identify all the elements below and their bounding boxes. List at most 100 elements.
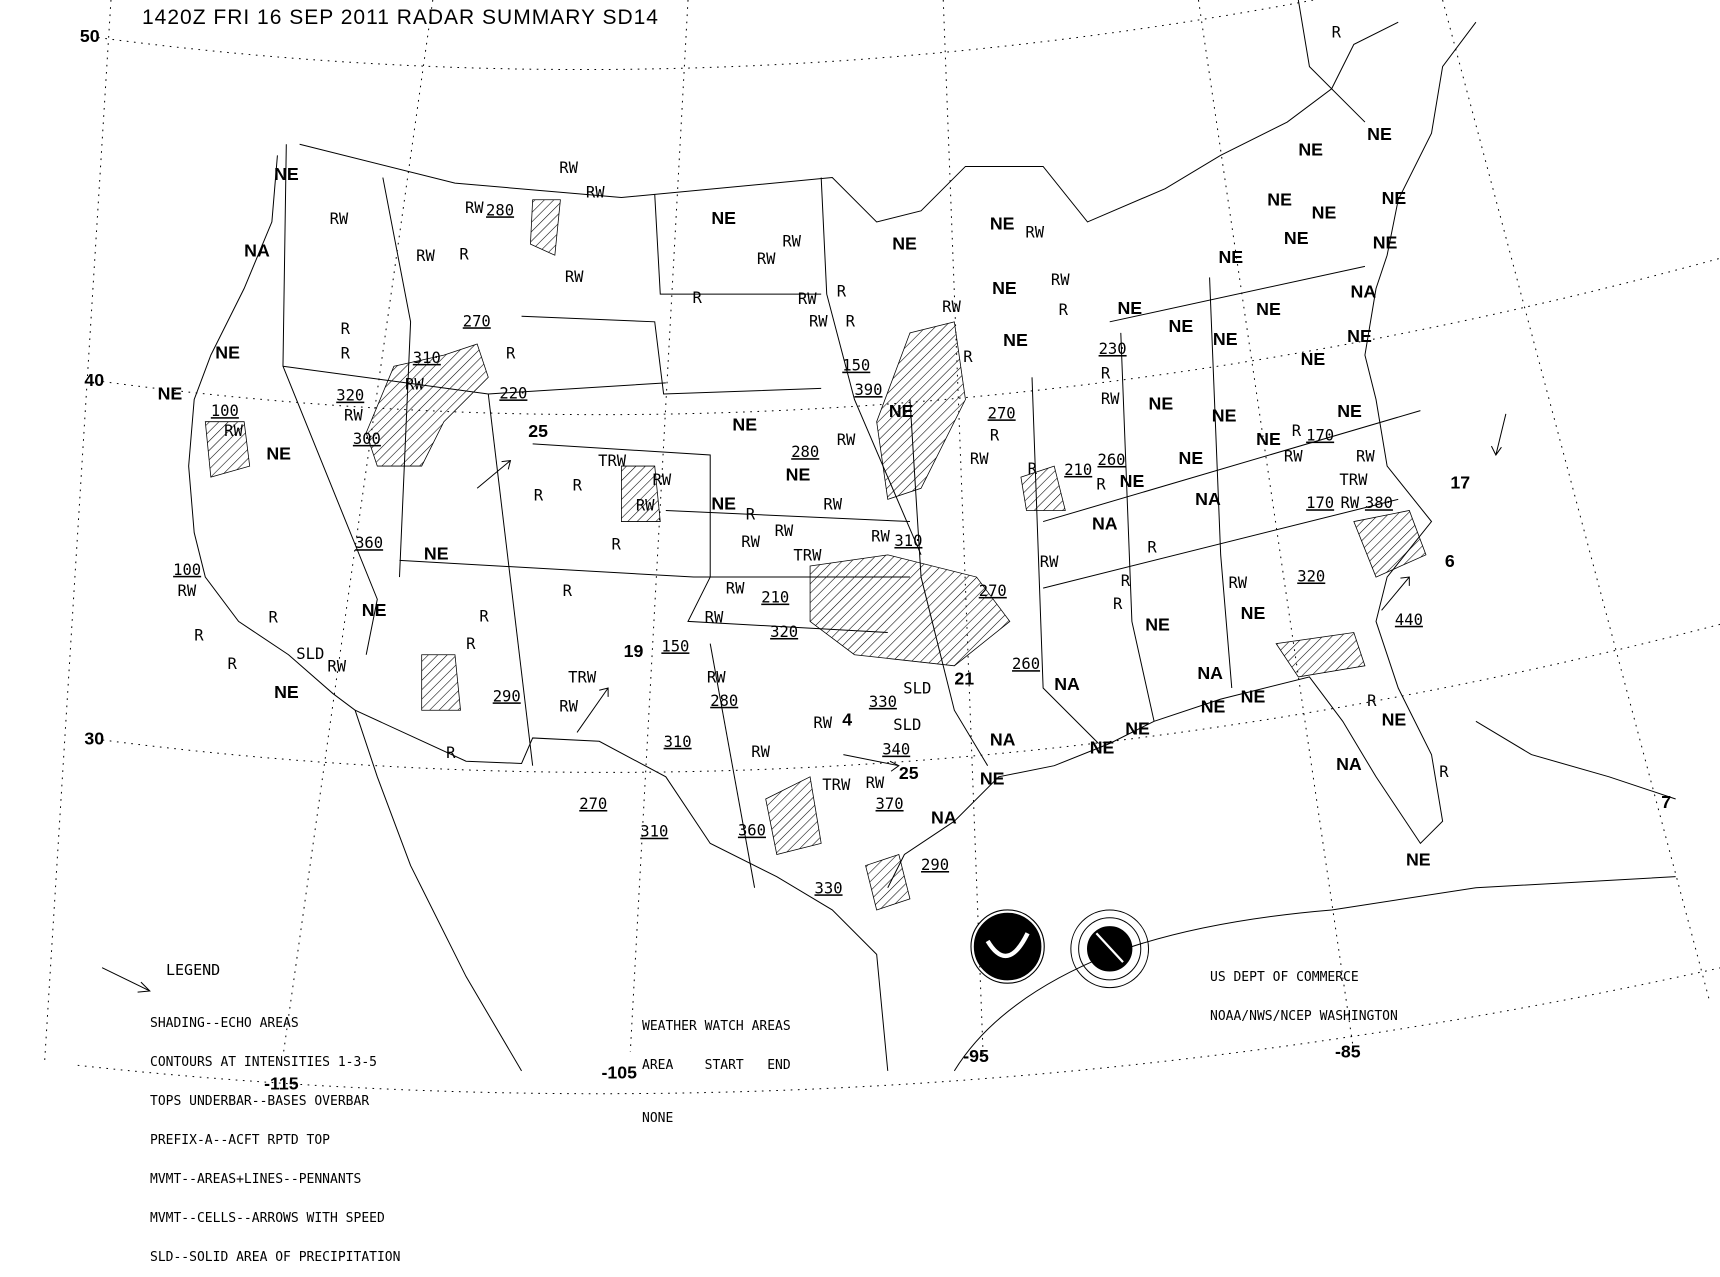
latitude-label: 40 [84, 370, 104, 390]
station-label: NE [1120, 471, 1145, 491]
station-label: NE [1337, 401, 1362, 421]
solid-precip-label: SLD [903, 680, 931, 698]
station-label: 6 [1445, 551, 1455, 571]
station-label: NE [1125, 719, 1150, 739]
station-label: NE [1298, 139, 1323, 159]
echo-top-label: 330 [815, 879, 843, 897]
station-label: RW [178, 582, 197, 600]
station-label: R [534, 486, 544, 504]
station-label: NE [424, 543, 449, 563]
echo-top-label: 310 [894, 532, 922, 550]
longitude-label: -95 [963, 1046, 989, 1066]
station-label: NE [732, 415, 757, 435]
echo-top-label: 380 [1365, 494, 1393, 512]
echo-top-label: 220 [499, 384, 527, 402]
station-label: RW [942, 298, 961, 316]
station-label: RW [707, 668, 726, 686]
station-label: 17 [1450, 472, 1470, 492]
station-label: NE [1284, 228, 1309, 248]
legend-line: PREFIX-A--ACFT RPTD TOP [150, 1133, 331, 1148]
station-label: TRW [822, 776, 851, 794]
echo-top-label: 150 [661, 637, 689, 655]
station-label: R [1101, 364, 1111, 382]
credit-line-1: US DEPT OF COMMERCE [1210, 970, 1359, 985]
echo-top-label: 170 [1306, 427, 1334, 445]
graticule-labels: 50 40 30 -115 -105 -95 -85 [80, 26, 1361, 1094]
station-label: NA [1195, 489, 1221, 509]
echo-top-label: 340 [882, 741, 910, 759]
station-label: NE [711, 208, 736, 228]
echo-top-label: 440 [1395, 611, 1423, 629]
station-label: R [963, 348, 973, 366]
legend-line: MVMT--CELLS--ARROWS WITH SPEED [150, 1211, 385, 1226]
station-label: R [692, 289, 702, 307]
station-label: NE [266, 443, 291, 463]
station-label: RW [705, 609, 724, 627]
station-label: NE [1179, 448, 1204, 468]
station-label: NE [786, 465, 811, 485]
station-label: RW [809, 312, 828, 330]
station-label: NE [1218, 247, 1243, 267]
station-label: RW [798, 290, 817, 308]
station-label: TRW [598, 452, 627, 470]
station-label: RW [871, 528, 890, 546]
station-label: NE [1201, 696, 1226, 716]
station-label: NE [1312, 203, 1337, 223]
station-label: NE [1382, 188, 1407, 208]
echo-top-label: 260 [1097, 451, 1125, 469]
nws-seal-logo [1070, 909, 1150, 989]
station-label: R [1147, 539, 1157, 557]
station-label: NE [1149, 393, 1174, 413]
legend-line: TOPS UNDERBAR--BASES OVERBAR [150, 1094, 370, 1109]
echo-top-label: 100 [211, 402, 239, 420]
station-label: RW [565, 268, 584, 286]
station-label: RW [1051, 271, 1070, 289]
station-label: 21 [954, 669, 974, 689]
station-label: RW [823, 495, 842, 513]
station-label: R [846, 312, 856, 330]
station-label: NE [274, 682, 299, 702]
station-label: NE [1373, 233, 1398, 253]
station-label: R [459, 246, 469, 264]
station-label: RW [344, 407, 363, 425]
echo-top-label: 360 [355, 534, 383, 552]
echo-areas [204, 199, 1427, 911]
station-label: R [1096, 475, 1106, 493]
graticule [43, 0, 1720, 1095]
station-label: NE [1241, 603, 1266, 623]
station-label: R [1367, 692, 1377, 710]
station-label: R [194, 626, 204, 644]
station-label: NE [711, 493, 736, 513]
legend-line: CONTOURS AT INTENSITIES 1-3-5 [150, 1055, 377, 1070]
station-label: R [227, 655, 237, 673]
echo-top-label: 270 [463, 312, 491, 330]
station-label: RW [970, 450, 989, 468]
latitude-label: 50 [80, 26, 100, 46]
station-label: NA [1197, 663, 1223, 683]
station-label: 7 [1661, 792, 1671, 812]
station-label: RW [1228, 574, 1247, 592]
station-label: NA [1092, 513, 1118, 533]
legend-line: SHADING--ECHO AREAS [150, 1016, 299, 1031]
station-label: NE [1213, 329, 1238, 349]
station-label: R [1059, 301, 1069, 319]
station-label: NE [1367, 124, 1392, 144]
credit: US DEPT OF COMMERCE NOAA/NWS/NCEP WASHIN… [1210, 945, 1398, 1036]
legend: LEGEND SHADING--ECHO AREAS CONTOURS AT I… [150, 938, 400, 1277]
echo-top-label: 100 [173, 561, 201, 579]
echo-top-label: 320 [336, 387, 364, 405]
echo-top-label: 330 [869, 693, 897, 711]
echo-top-label: 210 [1064, 461, 1092, 479]
station-label: R [990, 427, 1000, 445]
echo-top-label: 210 [761, 589, 789, 607]
station-label: NE [1117, 298, 1142, 318]
station-label: RW [405, 376, 424, 394]
station-label: RW [837, 431, 856, 449]
solid-precip-label: SLD [893, 716, 921, 734]
station-label: RW [726, 580, 745, 598]
legend-line: SLD--SOLID AREA OF PRECIPITATION [150, 1250, 401, 1265]
station-label: RW [653, 471, 672, 489]
echo-top-label: 290 [921, 856, 949, 874]
station-label: RW [1101, 390, 1120, 408]
credit-line-2: NOAA/NWS/NCEP WASHINGTON [1210, 1009, 1398, 1024]
